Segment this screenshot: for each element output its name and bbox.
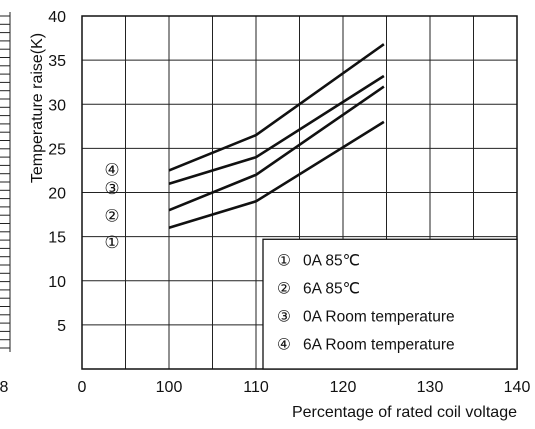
x-tick-labels: 0 100 110 120 130 140 (78, 379, 531, 396)
legend-marker-3: ③ (277, 308, 291, 325)
y-tick-label: 30 (48, 97, 66, 114)
x-tick-label: 100 (156, 379, 183, 396)
left-edge-fragment: 8 (0, 12, 11, 396)
chart-series (168, 43, 385, 230)
y-tick-label: 35 (48, 53, 66, 70)
series-marker-1: ① (104, 233, 119, 252)
x-tick-label: 0 (78, 379, 87, 396)
x-axis-label: Percentage of rated coil voltage (292, 404, 517, 421)
x-tick-label: 120 (330, 379, 357, 396)
x-tick-label: 110 (243, 379, 269, 396)
legend-entry-4: 6A Room temperature (303, 336, 455, 353)
y-tick-labels: 5 10 15 20 25 30 35 40 (48, 9, 66, 335)
y-tick-label: 15 (48, 230, 66, 247)
series-line-2 (168, 85, 385, 212)
series-markers: ① ② ③④ (104, 161, 119, 252)
y-tick-label: 5 (57, 318, 66, 335)
chart-legend: ① 0A 85℃ ② 6A 85℃ ③ 0A Room temperature ④ 6A Ro… (262, 238, 518, 370)
y-tick-label: 25 (48, 141, 66, 158)
series-marker-4: ④ (104, 161, 119, 180)
legend-entry-2: 6A 85℃ (303, 280, 360, 297)
series-marker-3: ③ (104, 179, 119, 198)
legend-entry-3: 0A Room temperature (303, 308, 455, 325)
y-tick-label: 40 (48, 9, 66, 26)
series-line-3 (168, 74, 385, 185)
x-tick-label: 140 (504, 379, 531, 396)
x-tick-label: 130 (417, 379, 444, 396)
legend-marker-4: ④ (277, 336, 291, 353)
legend-marker-2: ② (277, 280, 291, 297)
series-line-1 (168, 120, 385, 230)
y-tick-label: 10 (48, 274, 66, 291)
series-line-4 (168, 43, 385, 172)
legend-marker-1: ① (277, 252, 291, 269)
legend-box (262, 238, 518, 370)
y-tick-label: 20 (48, 186, 66, 203)
series-marker-2: ② (104, 206, 119, 225)
left-fragment-label: 8 (0, 379, 9, 396)
y-axis-label: Temperature raise(K) (29, 33, 46, 183)
legend-entry-1: 0A 85℃ (303, 252, 360, 269)
